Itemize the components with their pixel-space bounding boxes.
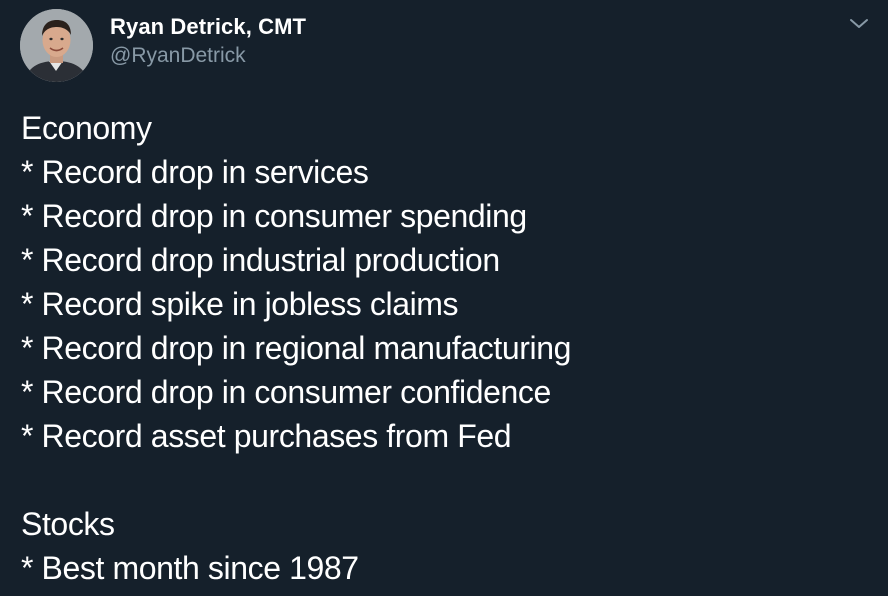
list-item: * Record spike in jobless claims: [21, 286, 459, 322]
author-handle[interactable]: @RyanDetrick: [110, 44, 246, 67]
list-item: * Record drop industrial production: [21, 242, 500, 278]
list-item: * Record drop in services: [21, 154, 369, 190]
author-avatar[interactable]: [20, 9, 93, 82]
list-item: * Best month since 1987: [21, 550, 359, 586]
author-display-name[interactable]: Ryan Detrick, CMT: [110, 14, 307, 39]
list-item: * Record asset purchases from Fed: [21, 418, 512, 454]
section-heading-economy: Economy: [21, 110, 152, 146]
section-heading-stocks: Stocks: [21, 506, 115, 542]
list-item: * Record drop in consumer spending: [21, 198, 527, 234]
tweet-body: Economy * Record drop in services * Reco…: [21, 106, 871, 590]
paragraph-break: [21, 458, 871, 502]
list-item: * Record drop in consumer confidence: [21, 374, 551, 410]
chevron-down-icon[interactable]: [848, 16, 870, 32]
list-item: * Record drop in regional manufacturing: [21, 330, 572, 366]
user-avatar-icon: [20, 9, 93, 82]
